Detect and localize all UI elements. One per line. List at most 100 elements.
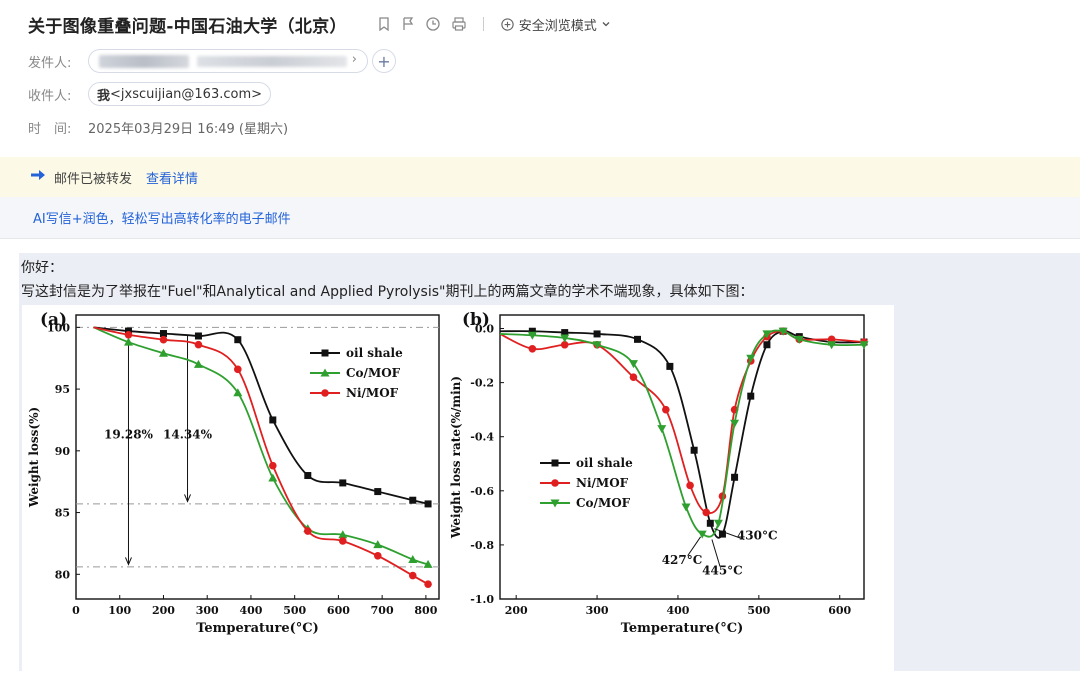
data-point <box>528 327 536 335</box>
clock-icon[interactable] <box>425 16 441 32</box>
data-point <box>560 334 570 343</box>
legend-marker <box>321 349 329 357</box>
plus-icon: + <box>377 51 391 71</box>
x-tick-label: 200 <box>152 604 175 617</box>
data-point <box>706 519 714 527</box>
body-paragraph: 写这封信是为了举报在"Fuel"和Analytical and Applied … <box>21 284 754 300</box>
ai-promo-link[interactable]: AI写信+润色，轻松写出高转化率的电子邮件 <box>33 212 291 227</box>
data-point <box>339 479 347 487</box>
data-point <box>702 508 711 517</box>
x-tick-label: 600 <box>828 604 851 617</box>
y-axis-label: Weight loss rate(%/min) <box>449 376 463 539</box>
legend-label: Co/MOF <box>346 366 401 380</box>
data-point <box>374 488 382 496</box>
ai-promo-bar[interactable]: AI写信+润色，轻松写出高转化率的电子邮件 <box>0 197 1080 239</box>
time-label: 时 间: <box>28 121 72 137</box>
x-tick-label: 400 <box>239 604 262 617</box>
data-point <box>778 327 788 336</box>
recipient-row: 收件人: 我 <jxscuijian@163.com> <box>28 82 1080 106</box>
recipient-chip[interactable]: 我 <jxscuijian@163.com> <box>88 82 272 106</box>
x-tick-label: 500 <box>747 604 770 617</box>
y-tick-label: -1.0 <box>470 593 494 606</box>
data-point <box>731 473 739 481</box>
forward-detail-link[interactable]: 查看详情 <box>146 171 199 187</box>
data-point <box>234 365 242 374</box>
data-point <box>338 530 348 539</box>
annotation-label: 19.28% <box>104 427 154 441</box>
data-point <box>373 540 383 549</box>
legend-marker <box>550 499 560 508</box>
legend-marker <box>321 389 329 397</box>
y-tick-label: 95 <box>55 383 70 396</box>
data-point <box>746 354 756 363</box>
panel-label: (a) <box>40 310 67 330</box>
x-tick-label: 0 <box>72 604 80 617</box>
data-point <box>303 527 312 535</box>
email-toolbar: 安全浏览模式 <box>377 15 611 34</box>
data-point <box>628 360 638 369</box>
time-row: 时 间: 2025年03月29日 16:49 (星期六) <box>28 115 1080 139</box>
data-point <box>730 419 740 428</box>
legend-label: oil shale <box>576 456 633 470</box>
plot-frame <box>75 314 440 600</box>
data-point <box>373 551 382 560</box>
annotation-label: 14.34% <box>163 427 213 441</box>
add-contact-button[interactable]: + <box>372 49 396 73</box>
print-icon[interactable] <box>451 16 467 32</box>
annotation-leader <box>711 539 721 567</box>
data-point <box>794 335 804 344</box>
data-point <box>528 345 537 353</box>
data-point <box>527 331 537 340</box>
y-tick-label: -0.4 <box>470 431 494 444</box>
recipient-address: <jxscuijian@163.com> <box>110 86 263 102</box>
safe-mode-label: 安全浏览模式 <box>518 18 597 34</box>
legend-label: oil shale <box>346 346 403 360</box>
series-co-mof <box>93 326 433 568</box>
legend-label: Co/MOF <box>576 496 631 510</box>
legend-label: Ni/MOF <box>576 476 629 490</box>
legend-label: Ni/MOF <box>346 386 399 400</box>
data-point <box>763 341 771 349</box>
annotation-leader <box>687 536 702 557</box>
data-point <box>634 335 642 343</box>
chart-panel-b: (b) 200 300 400 500 600 0.0 -0.2 -0.4 -0.6 -0.8 -1.… <box>449 310 869 636</box>
plot-frame <box>499 314 865 600</box>
data-point <box>561 329 569 337</box>
series-line <box>499 330 865 539</box>
data-point <box>409 496 417 504</box>
data-point <box>159 335 168 344</box>
email-header: 关于图像重叠问题-中国石油大学（北京） 安全浏览模式 <box>0 0 1080 157</box>
data-point <box>827 341 837 350</box>
safe-mode-dropdown[interactable]: 安全浏览模式 <box>500 15 611 34</box>
annotation-leader <box>714 528 745 540</box>
y-tick-label: -0.6 <box>470 485 494 498</box>
data-point <box>718 530 726 538</box>
x-axis-label: Temperature(°C) <box>196 621 319 636</box>
x-tick-label: 500 <box>283 604 306 617</box>
data-point <box>747 392 755 400</box>
email-body: 你好： 写这封信是为了举报在"Fuel"和Analytical and Appl… <box>19 253 1080 671</box>
y-tick-label: -0.2 <box>470 377 494 390</box>
recipient-me: 我 <box>97 88 111 104</box>
bookmark-icon[interactable] <box>377 16 391 32</box>
flag-icon[interactable] <box>401 16 415 32</box>
data-point <box>159 330 167 338</box>
x-tick-label: 400 <box>666 604 689 617</box>
annotation-label: 430°C <box>737 528 778 542</box>
sender-chip-redacted[interactable]: › <box>88 49 368 73</box>
data-point <box>193 359 203 368</box>
data-point <box>408 571 417 580</box>
y-tick-label: -0.8 <box>470 539 494 552</box>
data-point <box>592 341 602 350</box>
data-point <box>629 373 638 382</box>
x-tick-label: 300 <box>196 604 219 617</box>
annotation-label: 445°C <box>702 564 743 578</box>
annotation-label: 427°C <box>662 553 703 567</box>
data-point <box>681 503 691 512</box>
legend-marker <box>320 368 330 377</box>
chart-figure: (a) 0 100 200 300 400 500 600 700 800 80 85 90 95 100 T… <box>27 310 869 636</box>
figure-image: (a) 0 100 200 300 400 500 600 700 800 80 85 90 95 100 T… <box>22 305 894 671</box>
data-point <box>408 554 418 563</box>
x-tick-label: 600 <box>327 604 350 617</box>
data-point <box>268 473 278 482</box>
